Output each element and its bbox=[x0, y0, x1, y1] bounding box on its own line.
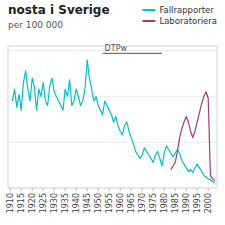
legend: FallrapporterLaboratoriera bbox=[142, 5, 217, 26]
x-tick bbox=[175, 188, 176, 191]
x-tick-label: 1975 bbox=[149, 193, 158, 213]
legend-swatch bbox=[142, 9, 155, 11]
x-tick bbox=[21, 188, 22, 191]
x-tick-label: 1950 bbox=[94, 193, 103, 213]
x-tick bbox=[10, 188, 11, 191]
x-tick bbox=[54, 188, 55, 191]
x-tick bbox=[186, 188, 187, 191]
x-tick bbox=[109, 188, 110, 191]
x-tick bbox=[164, 188, 165, 191]
x-tick-label: 1990 bbox=[182, 193, 191, 213]
x-tick-label: 2000 bbox=[204, 193, 213, 213]
x-tick bbox=[32, 188, 33, 191]
x-tick-label: 1955 bbox=[105, 193, 114, 213]
x-tick-label: 1985 bbox=[171, 193, 180, 213]
x-tick bbox=[98, 188, 99, 191]
legend-swatch bbox=[142, 20, 155, 22]
subtitle: per 100 000 bbox=[8, 20, 63, 30]
legend-label: Laboratoriera bbox=[159, 16, 217, 26]
grid-line bbox=[8, 96, 217, 97]
x-tick bbox=[197, 188, 198, 191]
x-tick-label: 1910 bbox=[6, 193, 15, 213]
x-tick bbox=[120, 188, 121, 191]
grid-line bbox=[8, 142, 217, 143]
x-tick-label: 1925 bbox=[39, 193, 48, 213]
x-tick-label: 1915 bbox=[17, 193, 26, 213]
annotation: DTPw bbox=[105, 44, 128, 53]
x-tick-label: 1920 bbox=[28, 193, 37, 213]
chart: nosta i Sverigeper 100 00019101915192019… bbox=[0, 0, 225, 225]
x-tick-label: 1960 bbox=[116, 193, 125, 213]
series-line bbox=[12, 60, 214, 183]
plot-frame bbox=[8, 46, 217, 188]
x-tick-label: 1995 bbox=[193, 193, 202, 213]
x-tick-label: 1965 bbox=[127, 193, 136, 213]
x-tick bbox=[131, 188, 132, 191]
x-tick bbox=[208, 188, 209, 191]
legend-label: Fallrapporter bbox=[159, 5, 214, 15]
x-tick bbox=[153, 188, 154, 191]
x-tick-label: 1935 bbox=[61, 193, 70, 213]
plot-area bbox=[12, 53, 214, 182]
x-tick bbox=[142, 188, 143, 191]
grid-line bbox=[8, 188, 217, 189]
series-line bbox=[171, 92, 215, 181]
x-tick-label: 1980 bbox=[160, 193, 169, 213]
x-tick bbox=[43, 188, 44, 191]
x-tick-label: 1970 bbox=[138, 193, 147, 213]
title: nosta i Sverige bbox=[8, 3, 110, 17]
x-tick bbox=[87, 188, 88, 191]
x-tick bbox=[65, 188, 66, 191]
x-tick-label: 1940 bbox=[72, 193, 81, 213]
x-tick-label: 1945 bbox=[83, 193, 92, 213]
x-tick-label: 1930 bbox=[50, 193, 59, 213]
x-tick bbox=[76, 188, 77, 191]
